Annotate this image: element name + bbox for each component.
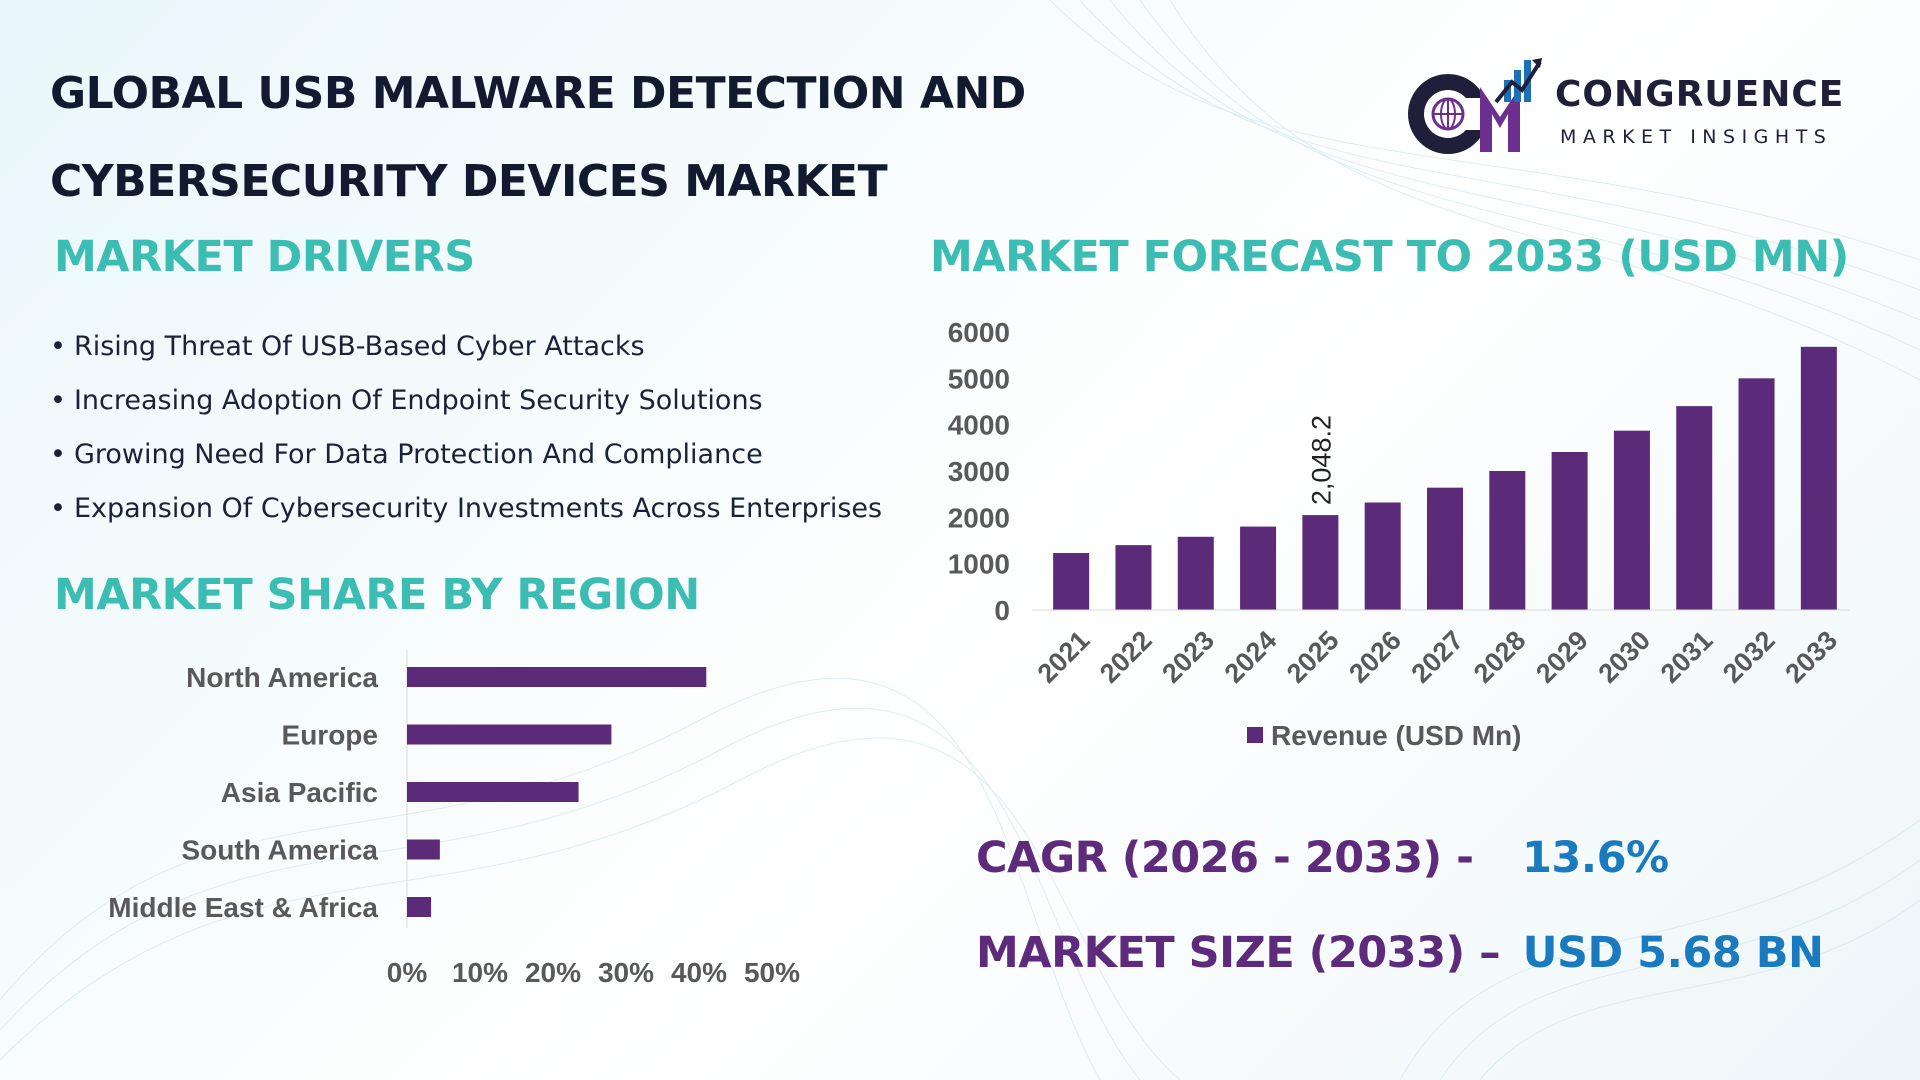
driver-item: • Increasing Adoption Of Endpoint Securit…: [50, 379, 882, 433]
y-tick-label: 3000: [948, 456, 1010, 487]
x-tick-label: 50%: [744, 957, 800, 988]
y-tick-label: 5000: [948, 363, 1010, 394]
forecast-bar: [1489, 471, 1526, 610]
market-size-value: USD 5.68 BN: [1522, 928, 1824, 978]
forecast-bar: [1053, 553, 1090, 610]
forecast-bar: [1551, 452, 1588, 610]
legend-label: Revenue (USD Mn): [1271, 720, 1521, 751]
x-tick-label: 2022: [1094, 625, 1158, 689]
x-tick-label: 0%: [387, 957, 428, 988]
x-tick-label: 20%: [525, 957, 581, 988]
driver-text: Increasing Adoption Of Endpoint Security…: [73, 385, 763, 416]
bullet-icon: •: [50, 493, 66, 524]
x-tick-label: 2024: [1219, 625, 1283, 689]
driver-item: • Rising Threat Of USB-Based Cyber Attack…: [50, 325, 882, 379]
legend-swatch: [1247, 727, 1263, 743]
x-tick-label: 2028: [1468, 625, 1532, 689]
x-tick-label: 2026: [1343, 625, 1407, 689]
forecast-bar: [1364, 502, 1401, 610]
brand-logo: CONGRUENCE MARKET INSIGHTS: [1400, 52, 1880, 162]
x-tick-label: 2025: [1281, 625, 1345, 689]
market-drivers-list: • Rising Threat Of USB-Based Cyber Attack…: [50, 325, 882, 541]
market-share-heading: MARKET SHARE BY REGION: [54, 570, 700, 620]
x-tick-label: 2032: [1717, 625, 1781, 689]
y-tick-label: 0: [994, 595, 1010, 626]
driver-text: Growing Need For Data Protection And Com…: [73, 439, 763, 470]
region-bar: [407, 839, 440, 860]
region-bar: [407, 897, 432, 917]
region-label: South America: [181, 835, 378, 866]
x-tick-label: 40%: [671, 957, 727, 988]
x-tick-label: 2031: [1655, 625, 1719, 689]
market-size-label: MARKET SIZE (2033) –: [976, 928, 1501, 978]
logo-mark-icon: [1408, 58, 1542, 154]
forecast-bar: [1676, 406, 1713, 610]
x-tick-label: 2033: [1779, 625, 1843, 689]
market-size-kpi: MARKET SIZE (2033) – USD 5.68 BN: [976, 928, 1824, 978]
x-tick-label: 2030: [1592, 625, 1656, 689]
driver-item: • Expansion Of Cybersecurity Investments …: [50, 487, 882, 541]
forecast-bar: [1177, 536, 1214, 610]
market-forecast-heading: MARKET FORECAST TO 2033 (USD MN): [930, 232, 1849, 282]
forecast-bar: [1738, 378, 1775, 610]
x-tick-label: 2027: [1406, 625, 1470, 689]
region-label: Europe: [282, 720, 378, 751]
market-drivers-heading: MARKET DRIVERS: [54, 232, 475, 282]
data-label: 2,048.2: [1306, 415, 1336, 505]
forecast-bar: [1115, 545, 1152, 610]
cagr-label: CAGR (2026 - 2033) -: [976, 833, 1474, 883]
x-tick-label: 10%: [452, 957, 508, 988]
y-tick-label: 1000: [948, 549, 1010, 580]
bullet-icon: •: [50, 439, 66, 470]
region-label: North America: [186, 662, 378, 693]
forecast-bar: [1613, 430, 1650, 610]
x-tick-label: 30%: [598, 957, 654, 988]
region-label: Asia Pacific: [221, 777, 378, 808]
y-tick-label: 4000: [948, 410, 1010, 441]
y-tick-label: 2000: [948, 502, 1010, 533]
forecast-bar: [1800, 346, 1837, 610]
bullet-icon: •: [50, 331, 66, 362]
y-tick-label: 6000: [948, 317, 1010, 348]
page-title-line-1: GLOBAL USB MALWARE DETECTION AND: [50, 68, 1026, 119]
forecast-bar: [1240, 526, 1277, 610]
region-bar: [407, 782, 579, 802]
cagr-value: 13.6%: [1521, 833, 1669, 883]
x-tick-label: 2029: [1530, 625, 1594, 689]
brand-name: CONGRUENCE: [1555, 74, 1845, 115]
forecast-bar: [1427, 487, 1463, 610]
x-tick-label: 2021: [1032, 625, 1096, 689]
bullet-icon: •: [50, 385, 66, 416]
brand-tagline: MARKET INSIGHTS: [1560, 126, 1833, 148]
region-label: Middle East & Africa: [108, 892, 378, 923]
forecast-bar: [1302, 515, 1339, 610]
x-tick-label: 2023: [1156, 625, 1220, 689]
driver-item: • Growing Need For Data Protection And Co…: [50, 433, 882, 487]
region-bar: [407, 724, 612, 745]
region-bar: [407, 667, 707, 687]
driver-text: Rising Threat Of USB-Based Cyber Attacks: [73, 331, 645, 362]
page-title-line-2: CYBERSECURITY DEVICES MARKET: [50, 156, 888, 207]
page-title: GLOBAL USB MALWARE DETECTION AND CYBERSE…: [50, 50, 1050, 226]
driver-text: Expansion Of Cybersecurity Investments A…: [73, 493, 883, 524]
cagr-kpi: CAGR (2026 - 2033) - 13.6%: [976, 833, 1669, 883]
